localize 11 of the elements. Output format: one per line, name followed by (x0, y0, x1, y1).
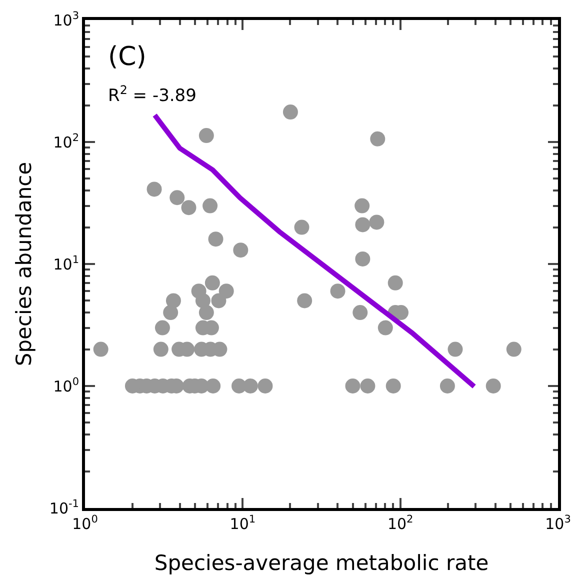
y-tick-label: 10$^{3}$ (53, 10, 79, 30)
x-tick-label: 10$^{2}$ (387, 514, 414, 533)
y-axis-title: Species abundance (12, 162, 36, 366)
y-tick-label: 10$^{0}$ (53, 376, 79, 396)
x-tick-label: 10$^{3}$ (545, 514, 571, 533)
x-axis-title: Species-average metabolic rate (154, 551, 489, 575)
y-tick-label: 10$^{2}$ (53, 132, 79, 152)
annotation: (C) (108, 42, 146, 72)
annotation: R$^{2}$ = -3.89 (108, 83, 196, 106)
y-tick-label: 10$^{1}$ (53, 254, 79, 274)
x-tick-label: 10$^{1}$ (230, 514, 256, 533)
